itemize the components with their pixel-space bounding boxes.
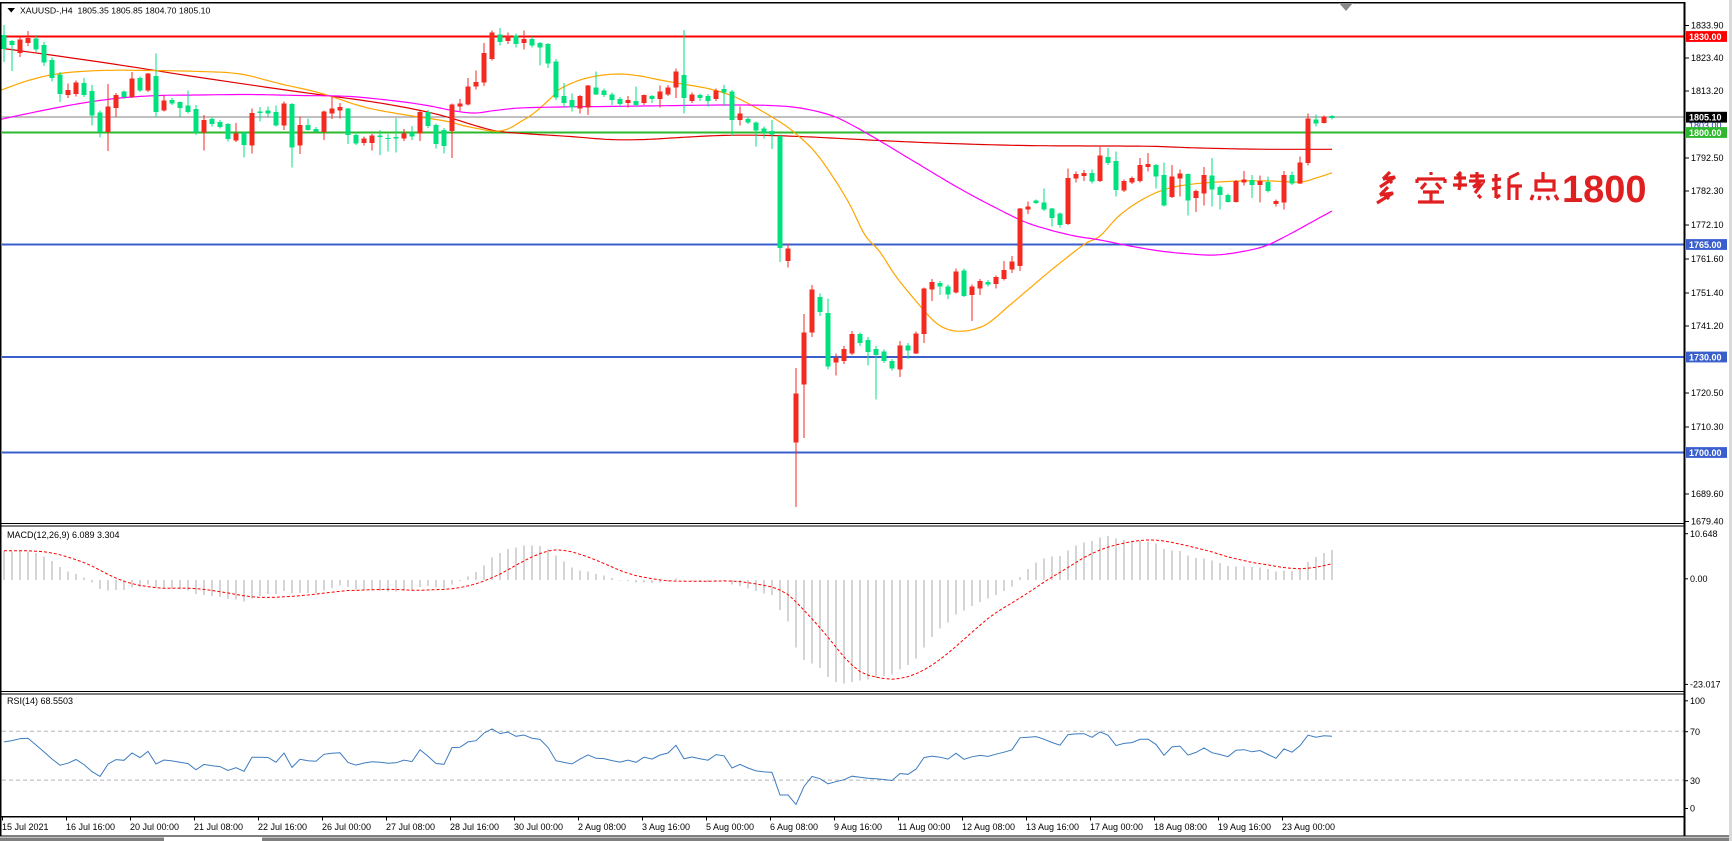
svg-text:1741.20: 1741.20: [1691, 321, 1724, 331]
svg-text:1765.00: 1765.00: [1689, 240, 1722, 250]
svg-text:28 Jul 16:00: 28 Jul 16:00: [450, 822, 499, 832]
svg-text:70: 70: [1690, 727, 1700, 737]
svg-text:11 Aug 00:00: 11 Aug 00:00: [898, 822, 950, 832]
svg-text:16 Jul 16:00: 16 Jul 16:00: [66, 822, 115, 832]
svg-text:XAUUSD-,H4 1805.35 1805.85 18: XAUUSD-,H4 1805.35 1805.85 1804.70 1805.…: [20, 5, 210, 15]
svg-text:1792.50: 1792.50: [1691, 153, 1724, 163]
svg-text:1782.30: 1782.30: [1691, 186, 1724, 196]
svg-text:1720.50: 1720.50: [1691, 388, 1724, 398]
svg-text:21 Jul 08:00: 21 Jul 08:00: [194, 822, 243, 832]
svg-text:0.00: 0.00: [1690, 574, 1708, 584]
svg-text:1833.90: 1833.90: [1691, 21, 1724, 31]
svg-text:22 Jul 16:00: 22 Jul 16:00: [258, 822, 307, 832]
svg-text:1813.20: 1813.20: [1691, 86, 1724, 96]
svg-text:1772.10: 1772.10: [1691, 220, 1724, 230]
svg-text:12 Aug 08:00: 12 Aug 08:00: [962, 822, 1015, 832]
svg-text:30 Jul 00:00: 30 Jul 00:00: [514, 822, 563, 832]
svg-text:2 Aug 08:00: 2 Aug 08:00: [578, 822, 626, 832]
svg-text:1710.30: 1710.30: [1691, 422, 1724, 432]
svg-text:1700.00: 1700.00: [1689, 448, 1722, 458]
svg-text:10.648: 10.648: [1690, 529, 1718, 539]
svg-text:30: 30: [1690, 776, 1700, 786]
svg-text:RSI(14) 68.5503: RSI(14) 68.5503: [7, 696, 73, 706]
svg-text:1805.10: 1805.10: [1689, 113, 1722, 123]
svg-text:6 Aug 08:00: 6 Aug 08:00: [770, 822, 818, 832]
svg-text:1800.00: 1800.00: [1689, 128, 1722, 138]
svg-text:3 Aug 16:00: 3 Aug 16:00: [642, 822, 690, 832]
svg-text:1679.40: 1679.40: [1691, 517, 1724, 527]
svg-text:1761.60: 1761.60: [1691, 254, 1724, 264]
svg-text:MACD(12,26,9) 6.089 3.304: MACD(12,26,9) 6.089 3.304: [7, 530, 120, 540]
svg-text:20 Jul 00:00: 20 Jul 00:00: [130, 822, 179, 832]
svg-text:13 Aug 16:00: 13 Aug 16:00: [1026, 822, 1079, 832]
svg-text:23 Aug 00:00: 23 Aug 00:00: [1282, 822, 1335, 832]
svg-text:26 Jul 00:00: 26 Jul 00:00: [322, 822, 371, 832]
svg-text:17 Aug 00:00: 17 Aug 00:00: [1090, 822, 1143, 832]
svg-text:1800: 1800: [1562, 169, 1647, 211]
svg-text:19 Aug 16:00: 19 Aug 16:00: [1218, 822, 1271, 832]
svg-text:27 Jul 08:00: 27 Jul 08:00: [386, 822, 435, 832]
svg-text:1823.40: 1823.40: [1691, 53, 1724, 63]
svg-text:9 Aug 16:00: 9 Aug 16:00: [834, 822, 882, 832]
svg-text:1751.40: 1751.40: [1691, 288, 1724, 298]
svg-text:1830.00: 1830.00: [1689, 32, 1722, 42]
svg-text:1803.00: 1803.00: [1689, 121, 1722, 131]
svg-text:1689.60: 1689.60: [1691, 489, 1724, 499]
svg-text:1730.00: 1730.00: [1689, 352, 1722, 362]
svg-text:-23.017: -23.017: [1690, 680, 1721, 690]
svg-text:18 Aug 08:00: 18 Aug 08:00: [1154, 822, 1207, 832]
svg-text:0: 0: [1690, 804, 1695, 814]
svg-text:15 Jul 2021: 15 Jul 2021: [2, 822, 49, 832]
svg-text:5 Aug 00:00: 5 Aug 00:00: [706, 822, 754, 832]
svg-text:100: 100: [1690, 696, 1705, 706]
